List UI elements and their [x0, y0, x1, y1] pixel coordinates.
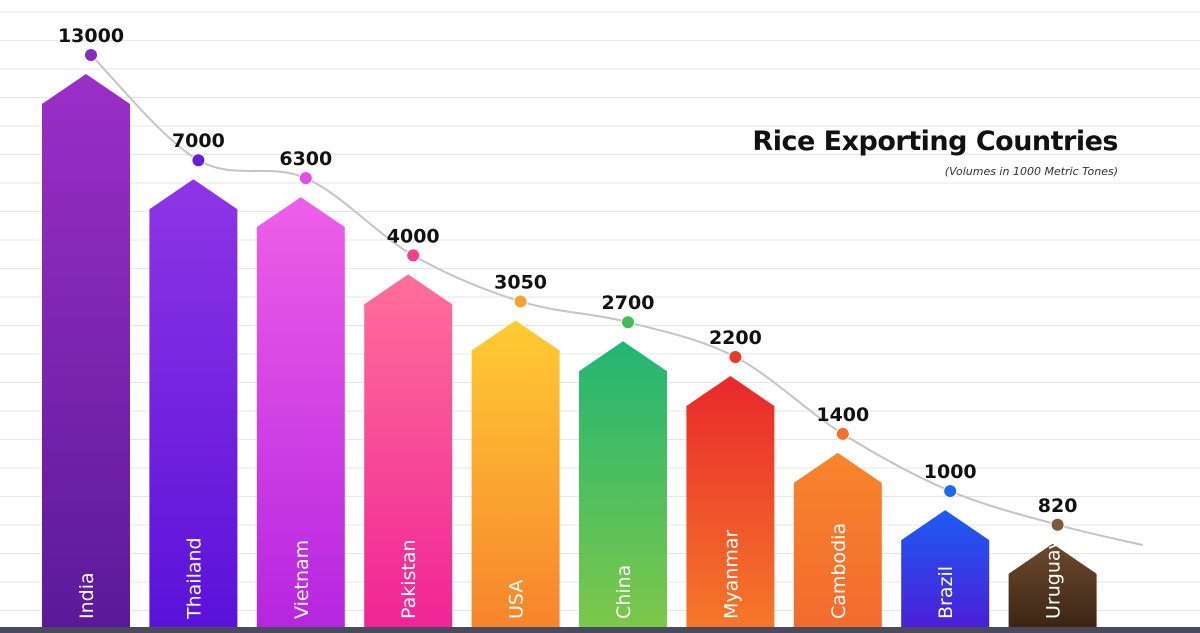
- trend-marker: [298, 171, 313, 186]
- bar-china: [579, 341, 667, 627]
- category-label: India: [76, 572, 98, 619]
- bar-uruguay: [1008, 543, 1097, 627]
- trend-marker: [943, 484, 958, 499]
- bar-myanmar: [686, 376, 775, 627]
- category-label: USA: [506, 580, 528, 619]
- value-label: 1000: [924, 461, 977, 483]
- category-label: Pakistan: [398, 539, 420, 619]
- bar-usa: [471, 320, 560, 627]
- value-label: 13000: [58, 25, 124, 47]
- value-label: 2700: [602, 292, 655, 314]
- category-label: Thailand: [183, 537, 205, 620]
- category-label: Vietnam: [291, 540, 313, 619]
- trend-marker: [84, 48, 98, 62]
- trend-marker: [191, 153, 206, 168]
- value-label: 1400: [816, 404, 869, 426]
- bar-india: [42, 74, 130, 627]
- category-label: Cambodia: [828, 523, 850, 619]
- title-block: Rice Exporting Countries (Volumes in 100…: [752, 126, 1118, 178]
- value-label: 6300: [279, 148, 332, 170]
- value-label: 7000: [172, 130, 225, 152]
- trend-marker: [835, 426, 850, 441]
- trend-markers: [84, 48, 1065, 532]
- value-label: 2200: [709, 327, 762, 349]
- bar-pakistan: [364, 274, 453, 627]
- chart-title: Rice Exporting Countries: [752, 126, 1118, 157]
- category-label: China: [613, 565, 635, 619]
- category-label: Uruguay: [1043, 538, 1065, 619]
- trend-marker: [406, 248, 421, 263]
- trend-marker: [728, 350, 743, 365]
- category-label: Brazil: [935, 566, 957, 619]
- bar-brazil: [901, 510, 990, 627]
- bars: India Thailand Vietnam Pakistan USA China Myan…: [42, 74, 1097, 627]
- value-label: 3050: [494, 271, 547, 293]
- bar-thailand: [149, 179, 238, 627]
- chart-subtitle: (Volumes in 1000 Metric Tones): [944, 165, 1118, 178]
- trend-marker: [621, 315, 635, 330]
- trend-marker: [513, 294, 528, 309]
- bar-vietnam: [256, 197, 345, 627]
- footer-bar: [0, 627, 1200, 633]
- bar-cambodia: [793, 452, 882, 627]
- value-labels: 13000 7000 6300 4000 3050 2700 2200 1400 1000 820: [58, 25, 1077, 517]
- value-label: 820: [1038, 495, 1078, 517]
- value-label: 4000: [387, 225, 440, 247]
- trend-marker: [1050, 517, 1065, 532]
- category-label: Myanmar: [720, 530, 742, 619]
